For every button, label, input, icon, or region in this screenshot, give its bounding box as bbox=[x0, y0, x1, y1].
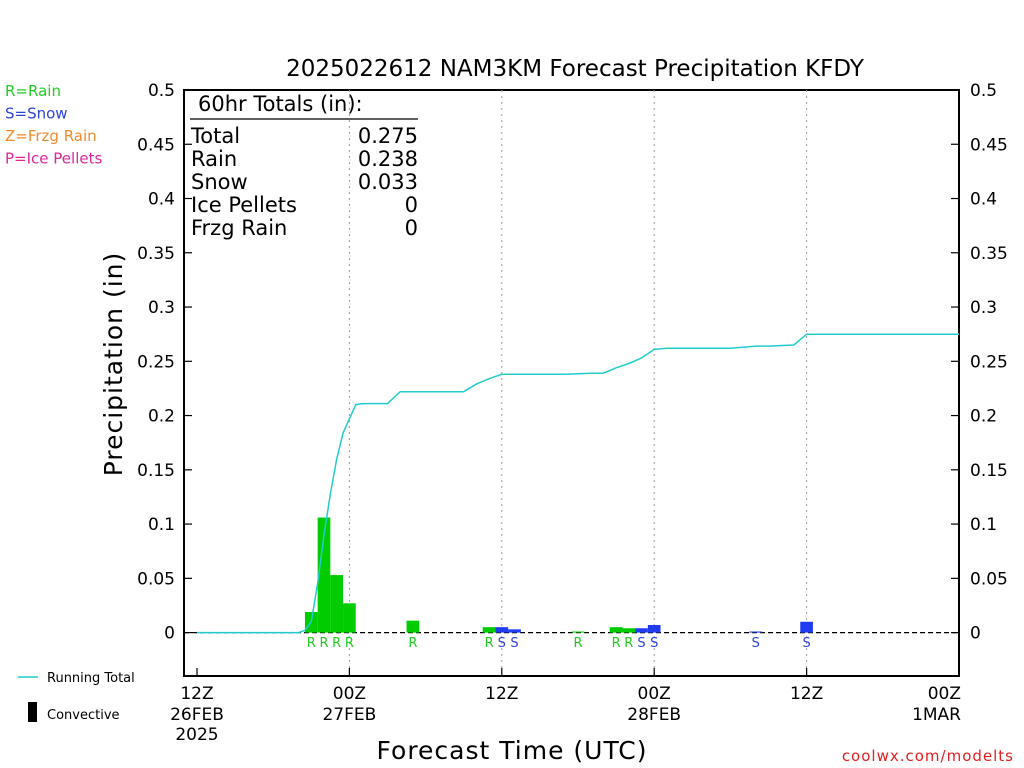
totals-row-label: Snow bbox=[191, 170, 248, 194]
y-tick-label-right: 0.1 bbox=[970, 515, 997, 535]
running-total-line bbox=[197, 333, 959, 634]
y-tick-label-right: 0.2 bbox=[970, 407, 997, 427]
x-tick-label: 12Z bbox=[180, 684, 213, 704]
precip-type-label: R bbox=[485, 636, 494, 651]
precip-type-label: R bbox=[408, 636, 417, 651]
y-tick-label-left: 0.35 bbox=[137, 244, 175, 264]
precip-bar bbox=[406, 620, 420, 633]
vertical-gridlines bbox=[348, 90, 808, 676]
x-tick-date-label: 28FEB bbox=[627, 705, 681, 725]
y-tick-label-left: 0.05 bbox=[137, 569, 175, 589]
y-tick-label-left: 0.5 bbox=[148, 81, 175, 101]
convective-swatch bbox=[28, 702, 37, 722]
precip-type-label: S bbox=[637, 636, 645, 651]
y-tick-label-left: 0.4 bbox=[148, 190, 175, 210]
y-tick-label-left: 0.15 bbox=[137, 461, 175, 481]
precip-type-label: R bbox=[319, 636, 328, 651]
precip-bar bbox=[609, 627, 623, 633]
precip-type-label: R bbox=[307, 636, 316, 651]
x-tick-label: 00Z bbox=[333, 684, 366, 704]
y-tick-label-right: 0.3 bbox=[970, 298, 997, 318]
precip-type-label: S bbox=[498, 636, 506, 651]
x-tick-label: 12Z bbox=[790, 684, 823, 704]
y-tick-label-left: 0.1 bbox=[148, 515, 175, 535]
y-tick-label-right: 0.15 bbox=[970, 461, 1008, 481]
plot-frame bbox=[183, 89, 960, 677]
precip-type-label: S bbox=[802, 636, 810, 651]
y-tick-label-left: 0.2 bbox=[148, 407, 175, 427]
precip-type-label: S bbox=[752, 636, 760, 651]
x-tick-date-label: 26FEB bbox=[170, 705, 224, 725]
precip-bar bbox=[571, 631, 585, 633]
totals-row-label: Ice Pellets bbox=[191, 193, 297, 217]
y-tick-label-right: 0.35 bbox=[970, 244, 1008, 264]
totals-box: 60hr Totals (in): Total 0.275 Rain 0.238 Sno… bbox=[190, 92, 418, 240]
totals-row-value: 0.033 bbox=[358, 170, 418, 194]
precip-bar bbox=[635, 628, 648, 633]
totals-row-value: 0 bbox=[405, 193, 418, 217]
source-label: coolwx.com/modelts bbox=[842, 747, 1014, 765]
totals-header: 60hr Totals (in): bbox=[198, 92, 363, 116]
y-tick-label-right: 0.4 bbox=[970, 190, 997, 210]
precip-type-label: R bbox=[573, 636, 582, 651]
precip-type-legend: R=Rain S=Snow Z=Frzg Rain P=Ice Pellets bbox=[5, 82, 102, 168]
y-axis-label: Precipitation (in) bbox=[99, 252, 128, 477]
precip-bar bbox=[622, 628, 636, 633]
y-axis-right: 0 0.05 0.1 0.15 0.2 0.25 0.3 0.35 0.4 0.45 0.5 bbox=[951, 81, 1008, 644]
totals-row-label: Frzg Rain bbox=[191, 216, 287, 240]
x-axis-label: Forecast Time (UTC) bbox=[377, 736, 648, 765]
totals-rows: Total 0.275 Rain 0.238 Snow 0.033 Ice Pellets 0… bbox=[190, 124, 418, 240]
totals-row-value: 0.275 bbox=[358, 124, 418, 148]
key-legend: Running Total Convective bbox=[18, 671, 135, 723]
x-tick-label: 12Z bbox=[485, 684, 518, 704]
x-tick-date-label: 27FEB bbox=[322, 705, 376, 725]
legend-p: P=Ice Pellets bbox=[5, 150, 102, 168]
precip-type-label: S bbox=[510, 636, 518, 651]
x-tick-label: 00Z bbox=[928, 684, 961, 704]
precip-type-label: R bbox=[345, 636, 354, 651]
chart-title: 2025022612 NAM3KM Forecast Precipitation… bbox=[286, 56, 865, 82]
precip-type-label: R bbox=[624, 636, 633, 651]
y-tick-label-right: 0.05 bbox=[970, 569, 1008, 589]
x-tick-date-label: 1MAR bbox=[912, 705, 961, 725]
precip-bar bbox=[749, 631, 763, 633]
precip-bar bbox=[317, 517, 331, 633]
precip-bar bbox=[800, 621, 813, 633]
precip-bar bbox=[482, 627, 496, 633]
totals-row-value: 0 bbox=[405, 216, 418, 240]
precip-type-label: R bbox=[612, 636, 621, 651]
running-total-legend-label: Running Total bbox=[47, 671, 135, 686]
precip-type-label: R bbox=[332, 636, 341, 651]
y-tick-label-right: 0.45 bbox=[970, 135, 1008, 155]
y-tick-label-left: 0.3 bbox=[148, 298, 175, 318]
y-tick-label-right: 0 bbox=[970, 624, 981, 644]
totals-row-label: Total bbox=[190, 124, 240, 148]
precip-bar bbox=[508, 629, 521, 633]
legend-z: Z=Frzg Rain bbox=[5, 127, 97, 145]
y-tick-label-left: 0 bbox=[164, 624, 175, 644]
precip-type-label: S bbox=[650, 636, 658, 651]
legend-r: R=Rain bbox=[5, 82, 61, 100]
x-tick-label: 00Z bbox=[638, 684, 671, 704]
y-tick-label-left: 0.25 bbox=[137, 352, 175, 372]
totals-row-value: 0.238 bbox=[358, 147, 418, 171]
totals-row-label: Rain bbox=[191, 147, 237, 171]
precip-bar bbox=[495, 627, 509, 633]
y-tick-label-right: 0.25 bbox=[970, 352, 1008, 372]
precip-bar bbox=[330, 575, 344, 633]
x-tick-year-label: 2025 bbox=[175, 725, 218, 745]
precip-bar bbox=[343, 603, 356, 633]
legend-s: S=Snow bbox=[5, 105, 68, 123]
precip-bar bbox=[647, 624, 661, 633]
convective-legend-label: Convective bbox=[47, 708, 120, 723]
y-tick-label-left: 0.45 bbox=[137, 135, 175, 155]
precip-bars bbox=[304, 517, 813, 633]
y-tick-label-right: 0.5 bbox=[970, 81, 997, 101]
y-axis-left: 0 0.05 0.1 0.15 0.2 0.25 0.3 0.35 0.4 0.45 0.5 bbox=[137, 81, 192, 644]
